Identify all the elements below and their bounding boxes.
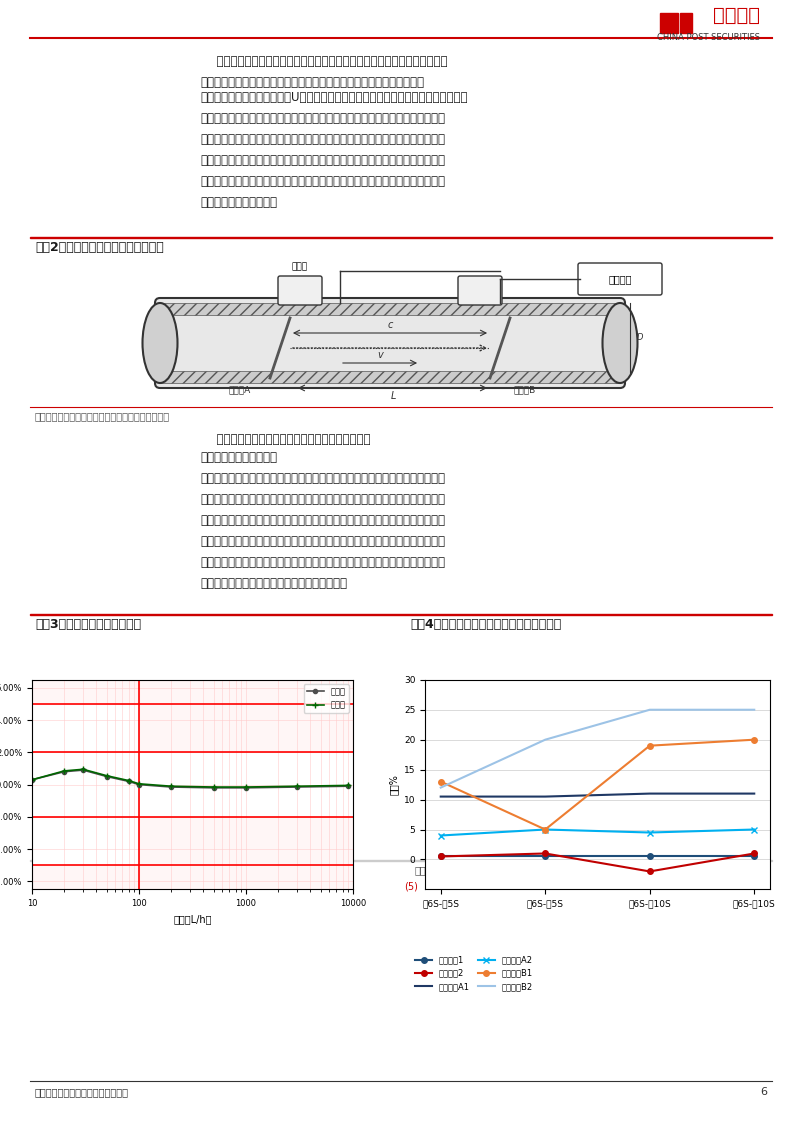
机械水表B1: [436, 775, 446, 789]
冰冻前: [292, 781, 302, 794]
冰冻后: [124, 774, 133, 787]
Text: 换能器: 换能器: [292, 262, 308, 271]
Text: D: D: [637, 333, 643, 342]
机械水表A1: [749, 786, 759, 800]
Text: 图表2：户用超声水表测量原理示意图: 图表2：户用超声水表测量原理示意图: [35, 241, 164, 254]
Text: 以户用超声水表为例，其采用U型反射原理，在不改变水流的流向的前提下在水表管道
内嵌了两个具有一定角度的反射片，同时在管道的一侧放置两个换能器，并且换
能器的中点: 以户用超声水表为例，其采用U型反射原理，在不改变水流的流向的前提下在水表管道 内…: [200, 91, 468, 208]
机械水表B2: [749, 702, 759, 716]
冰冻前: [102, 769, 111, 783]
机械水表B2: [645, 702, 654, 716]
冰冻后: [27, 773, 37, 786]
Bar: [660, 12, 678, 33]
FancyBboxPatch shape: [278, 276, 322, 305]
FancyBboxPatch shape: [155, 298, 625, 387]
冰冻前: [343, 780, 353, 793]
Bar: [680, 12, 692, 33]
Legend: 超声水表1, 超声水表2, 机械水表A1, 机械水表A2, 机械水表B1, 机械水表B2: 超声水表1, 超声水表2, 机械水表A1, 机械水表A2, 机械水表B1, 机械…: [412, 952, 536, 995]
Text: L: L: [391, 391, 395, 401]
冰冻后: [241, 781, 251, 794]
Text: c: c: [387, 320, 393, 330]
Line: 机械水表B2: 机械水表B2: [441, 709, 754, 787]
Line: 超声水表2: 超声水表2: [438, 851, 757, 875]
冰冻后: [292, 780, 302, 793]
冰冻后: [166, 780, 176, 793]
机械水表A2: [645, 826, 654, 840]
Text: 资料来源：《超声水表特点探讨》，中邮证券研究所: 资料来源：《超声水表特点探讨》，中邮证券研究所: [35, 864, 170, 875]
Text: 测量主机: 测量主机: [608, 274, 632, 284]
冰冻后: [209, 781, 219, 794]
Line: 冰冻后: 冰冻后: [30, 767, 350, 790]
冰冻后: [134, 777, 144, 791]
Bar: [160, 303, 620, 315]
机械水表A2: [749, 823, 759, 836]
冰冻前: [59, 765, 69, 778]
超声水表1: [541, 850, 550, 863]
Line: 冰冻前: 冰冻前: [30, 768, 350, 790]
Text: 请务必阅读正文之后的免责条款部分: 请务必阅读正文之后的免责条款部分: [35, 1087, 129, 1097]
机械水表A1: [436, 790, 446, 803]
Bar: [30, 613, 772, 615]
Line: 机械水表B1: 机械水表B1: [438, 736, 757, 833]
冰冻前: [27, 773, 37, 786]
超声水表1: [749, 850, 759, 863]
Text: 反射体B: 反射体B: [514, 385, 536, 394]
机械水表B1: [749, 733, 759, 747]
冰冻前: [134, 777, 144, 791]
超声水表2: [541, 846, 550, 860]
Text: 6: 6: [760, 1087, 767, 1097]
机械水表B1: [541, 823, 550, 836]
机械水表A1: [645, 786, 654, 800]
冰冻前: [124, 775, 133, 789]
Text: 超声水表以声波信号在流体中的传播时间与流量的对应关系为基本原理，通
过测量沿管道流动方向的顺程、逆程传播时间差，计算流体流速和流量。: 超声水表以声波信号在流体中的传播时间与流量的对应关系为基本原理，通 过测量沿管道…: [200, 56, 448, 90]
超声水表1: [436, 850, 446, 863]
Text: 与智能机械水表相比，超声水表计量特性更优良。: 与智能机械水表相比，超声水表计量特性更优良。: [200, 433, 371, 446]
Bar: [160, 370, 620, 383]
冰冻前: [241, 781, 251, 794]
X-axis label: 流量（L/h）: 流量（L/h）: [173, 913, 212, 923]
Bar: [30, 237, 772, 238]
FancyBboxPatch shape: [578, 263, 662, 295]
Y-axis label: 误差%: 误差%: [388, 774, 399, 795]
超声水表2: [645, 864, 654, 878]
Text: 中邮证券: 中邮证券: [713, 6, 760, 25]
机械水表B1: [645, 739, 654, 752]
超声水表2: [436, 850, 446, 863]
冰冻前: [166, 781, 176, 794]
机械水表B2: [541, 733, 550, 747]
Text: 图表4：超声水表短时断续供水计量能力更强: 图表4：超声水表短时断续供水计量能力更强: [410, 617, 561, 631]
Line: 机械水表A2: 机械水表A2: [438, 827, 757, 838]
FancyBboxPatch shape: [458, 276, 502, 305]
Text: 图表3：超声水表抗冻性能优秀: 图表3：超声水表抗冻性能优秀: [35, 617, 141, 631]
超声水表1: [645, 850, 654, 863]
Line: 超声水表1: 超声水表1: [438, 853, 757, 859]
Text: 超声水表和智能机械水表
均为智能水表，可以实现数据远传通讯等功能，对于降低漏损率都有正向效果，
但是超声水表拥有更加优良的计量特性，如测量范围宽、计量灵敏度高、: 超声水表和智能机械水表 均为智能水表，可以实现数据远传通讯等功能，对于降低漏损率…: [200, 451, 445, 590]
Line: 机械水表A1: 机械水表A1: [441, 793, 754, 796]
冰冻前: [79, 764, 88, 777]
Legend: 冰冻前, 冰冻后: 冰冻前, 冰冻后: [304, 684, 349, 713]
机械水表A2: [541, 823, 550, 836]
冰冻后: [343, 778, 353, 792]
机械水表A1: [541, 790, 550, 803]
Text: v: v: [377, 350, 383, 360]
Text: 资料来源：《超声水表特点探讨》，中邮证券研究所: 资料来源：《超声水表特点探讨》，中邮证券研究所: [415, 864, 550, 875]
Text: (5): (5): [404, 881, 418, 892]
冰冻后: [59, 764, 69, 777]
Text: CHINA POST SECURITIES: CHINA POST SECURITIES: [657, 33, 760, 42]
冰冻后: [79, 763, 88, 776]
机械水表B2: [436, 781, 446, 794]
冰冻后: [102, 769, 111, 783]
Ellipse shape: [602, 303, 638, 383]
超声水表2: [749, 846, 759, 860]
机械水表A2: [436, 828, 446, 842]
Text: 反射体A: 反射体A: [229, 385, 251, 394]
Text: 资料来源：《超声水表特点探讨》，中邮证券研究所: 资料来源：《超声水表特点探讨》，中邮证券研究所: [35, 411, 170, 421]
Ellipse shape: [143, 303, 177, 383]
冰冻前: [209, 781, 219, 794]
